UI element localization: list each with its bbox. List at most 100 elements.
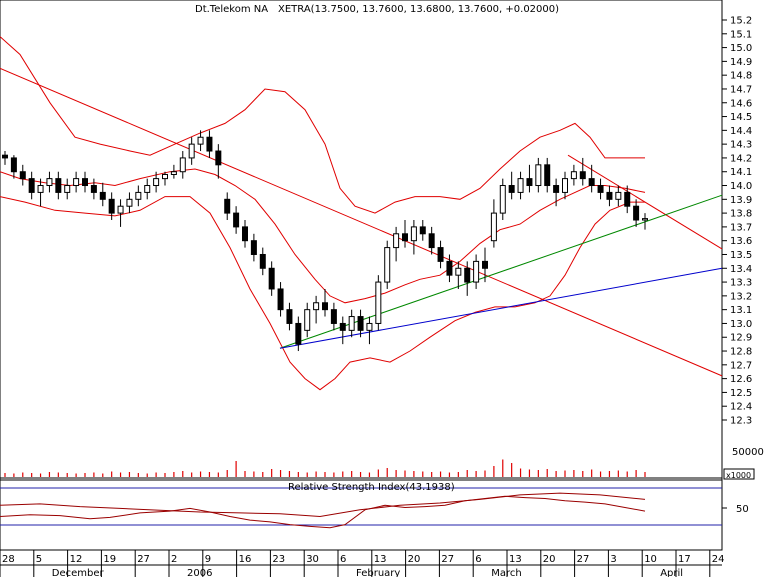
price-axis: 15.2 15.1 15.0 14.9 14.8 14.7 14.6 14.5 14.4 14.3… [722,16,752,427]
candle-body [2,154,8,159]
candle-body [499,185,506,214]
price-tick-label: 13.2 [730,291,752,302]
month-label: December [52,568,105,577]
candle-body [64,185,71,193]
candle-body [322,302,328,311]
candle-body [517,178,524,193]
date-tick-label: 20 [408,554,421,565]
date-tick-label: 6 [475,554,481,565]
price-tick-label: 14.9 [730,57,752,68]
candle-body [544,164,551,187]
candle-body [286,309,293,324]
price-tick-label: 14.3 [730,140,752,151]
date-tick-label: 23 [272,554,285,565]
volume-bars [4,459,646,477]
price-tick-label: 13.3 [730,278,752,289]
candle-body [250,240,257,255]
candle-body [135,191,142,200]
candle-body [117,205,124,214]
date-tick-label: 5 [36,554,42,565]
date-tick-label: 6 [340,554,346,565]
candle-body [366,322,373,331]
candle-body [615,191,622,200]
date-tick-label: 27 [441,554,454,565]
price-candles [2,130,648,352]
candle-body [562,178,568,193]
date-tick-label: 30 [306,554,319,565]
trendline-red [567,154,723,250]
candle-body [606,191,613,200]
bollinger-upper-line [0,36,645,214]
candle-body [330,309,337,324]
rsi-panel-frame [0,479,723,551]
price-tick-label: 12.6 [730,374,752,385]
candle-body [455,267,462,276]
candle-body [437,247,444,262]
date-tick-label: 12 [70,554,83,565]
candle-body [37,185,44,193]
rsi-title: Relative Strength Index(43.1938) [288,482,455,493]
volume-multiplier: x1000 [726,471,751,480]
candle-body [10,157,17,173]
candle-body [597,185,604,193]
candle-body [224,198,231,214]
candle-body [642,218,648,221]
date-tick-label: 16 [239,554,252,565]
candle-body [624,191,631,207]
date-tick-label: 10 [644,554,657,565]
candle-body [419,226,426,235]
volume-scale-label: 50000 [732,447,764,458]
price-tick-label: 14.8 [730,71,752,82]
price-tick-label: 12.5 [730,388,752,399]
date-tick-label: 13 [509,554,522,565]
date-tick-label: 27 [577,554,590,565]
date-axis: 28 5 12 19 27 2 9 16 23 30 6 13 20 27 6 13 20 27 3 10 17 24 De… [0,550,725,577]
candle-body [304,309,311,331]
candle-body [428,233,435,249]
volume-multiplier-box [723,468,755,480]
date-tick-label: 24 [712,554,725,565]
candle-body [393,233,400,249]
rsi-line [0,495,646,529]
candle-body [170,171,177,175]
price-tick-label: 13.5 [730,250,752,261]
bollinger-bands [0,36,646,391]
quote-readout: XETRA(13.7500, 13.7600, 13.6800, 13.7600… [278,4,559,15]
candle-body [473,260,480,283]
price-tick-label: 14.7 [730,84,752,95]
date-tick-label: 3 [610,554,616,565]
date-tick-label: 9 [205,554,211,565]
month-label: April [660,568,683,577]
rsi-tick-50: 50 [736,504,749,515]
candle-body [588,178,595,187]
price-tick-label: 13.4 [730,264,752,275]
chart-title: Dt.Telekom NA [195,4,268,15]
candle-body [402,233,408,242]
trendline-blue [279,267,723,349]
price-panel-frame [0,0,723,481]
price-tick-label: 13.1 [730,305,752,316]
candle-body [339,322,346,331]
bollinger-middle-line [0,168,646,304]
date-tick-label: 13 [374,554,387,565]
candle-body [313,302,320,311]
candle-body [28,178,35,193]
candle-body [108,198,115,214]
candle-body [73,178,80,187]
price-tick-label: 14.5 [730,112,752,123]
price-tick-label: 12.8 [730,347,752,358]
date-tick-label: 27 [137,554,150,565]
candle-body [535,164,542,187]
bollinger-lower-line [0,196,645,391]
candle-body [197,136,204,145]
price-tick-label: 12.3 [730,416,752,427]
candle-body [19,171,26,180]
candle-body [526,178,533,187]
candle-body [579,171,586,180]
candle-body [277,288,284,311]
candle-body [384,247,391,283]
price-tick-label: 14.1 [730,167,752,178]
candle-body [82,178,88,187]
date-tick-label: 20 [543,554,556,565]
